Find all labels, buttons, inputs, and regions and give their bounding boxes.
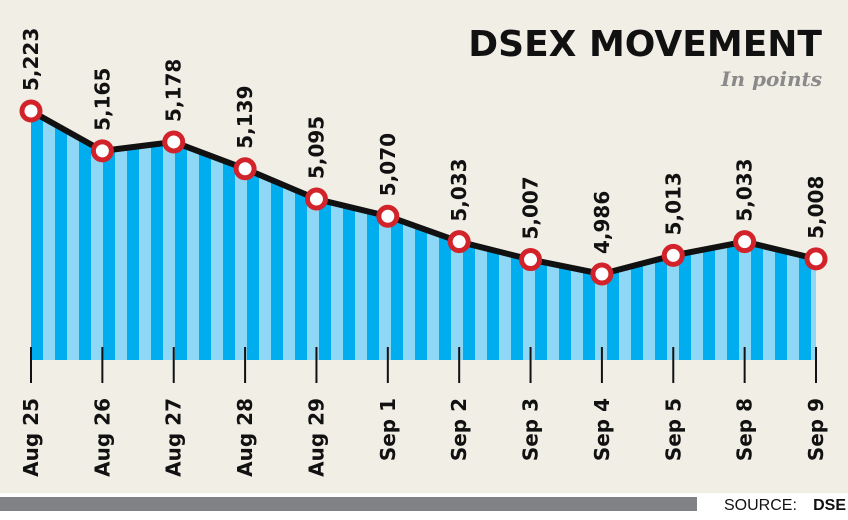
value-label: 5,007 <box>519 176 543 239</box>
area-stripe <box>199 111 211 360</box>
value-label: 5,095 <box>304 116 328 179</box>
value-labels: 5,223 5,165 5,178 5,139 5,095 5,070 5,033 5,007… <box>19 28 828 254</box>
x-tick-label: Sep 3 <box>519 398 543 461</box>
data-point <box>162 130 186 154</box>
x-tick-label: Sep 4 <box>590 398 614 461</box>
area-stripe <box>175 111 187 360</box>
markers <box>19 99 828 286</box>
chart-title: DSEX MOVEMENT <box>468 24 822 65</box>
area-stripe <box>223 111 235 360</box>
value-label: 5,165 <box>90 68 114 131</box>
footer-bar <box>0 497 697 511</box>
source-label: SOURCE: <box>724 497 797 514</box>
value-label: 5,223 <box>19 28 43 91</box>
data-point <box>519 248 543 272</box>
x-tick-label: Sep 8 <box>733 398 757 461</box>
data-point <box>19 99 43 123</box>
area-stripe <box>127 111 139 360</box>
data-point <box>804 247 828 271</box>
x-tick-label: Aug 26 <box>90 398 114 477</box>
x-labels: Aug 25 Aug 26 Aug 27 Aug 28 Aug 29 Sep 1 Sep 2… <box>19 398 828 477</box>
x-tick-label: Aug 28 <box>233 398 257 477</box>
value-label: 5,013 <box>661 172 685 235</box>
data-point <box>376 204 400 228</box>
chart-subtitle: In points <box>720 67 822 91</box>
area-stripe <box>67 111 79 360</box>
value-label: 5,033 <box>447 158 471 221</box>
source-name: DSE <box>813 497 846 514</box>
x-tick-label: Aug 29 <box>304 398 328 477</box>
area-stripe <box>139 111 151 360</box>
x-tick-label: Sep 2 <box>447 398 471 461</box>
data-point <box>304 187 328 211</box>
x-ticks <box>30 347 817 383</box>
value-label: 5,139 <box>233 86 257 149</box>
value-label: 5,178 <box>162 59 186 122</box>
area-stripe <box>187 111 199 360</box>
x-tick-label: Sep 9 <box>804 398 828 461</box>
x-tick-label: Sep 1 <box>376 398 400 461</box>
data-point <box>590 262 614 286</box>
area-stripe <box>79 111 91 360</box>
data-point <box>90 139 114 163</box>
series-line <box>29 108 817 277</box>
value-label: 5,070 <box>376 133 400 196</box>
area-stripe <box>43 111 55 360</box>
area-stripe <box>163 111 175 360</box>
x-tick-label: Aug 27 <box>162 398 186 477</box>
area-stripe <box>115 111 127 360</box>
data-point <box>233 157 257 181</box>
area-stripe <box>91 111 103 360</box>
area-stripe <box>31 111 43 360</box>
area-stripe <box>103 111 115 360</box>
x-tick-label: Aug 25 <box>19 398 43 477</box>
x-tick-label: Sep 5 <box>661 398 685 461</box>
area-stripe <box>55 111 67 360</box>
data-point <box>447 230 471 254</box>
area-stripe <box>211 111 223 360</box>
value-label: 5,033 <box>733 158 757 221</box>
area-stripe <box>151 111 163 360</box>
value-label: 4,986 <box>590 191 614 254</box>
data-point <box>661 243 685 267</box>
data-point <box>733 230 757 254</box>
value-label: 5,008 <box>804 176 828 239</box>
